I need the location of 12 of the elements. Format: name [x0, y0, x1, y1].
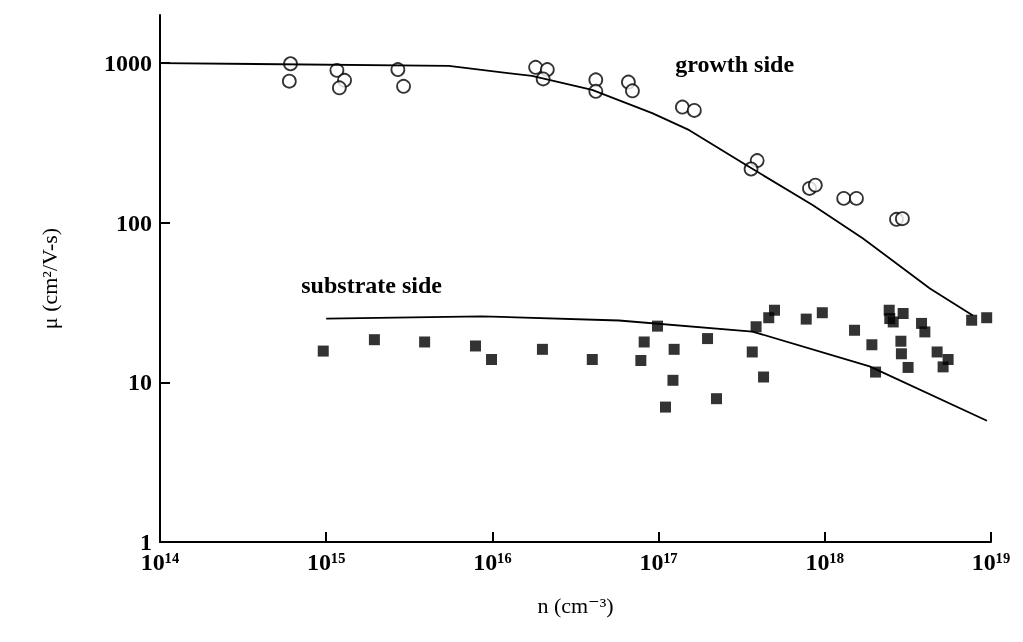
series-label: growth side	[675, 50, 795, 77]
x-tick-label: 10¹⁶	[473, 549, 512, 575]
y-tick-label: 100	[116, 209, 152, 236]
x-tick-label: 10¹⁹	[971, 549, 1011, 575]
x-tick-label: 10¹⁵	[307, 549, 346, 575]
x-axis-title: n (cm⁻³)	[537, 592, 614, 618]
x-tick-label: 10¹⁸	[805, 549, 844, 575]
x-tick-label: 10¹⁷	[639, 549, 678, 575]
y-axis-title: μ (cm²/V-s)	[36, 227, 62, 330]
y-tick-label: 1000	[104, 50, 152, 77]
y-tick-label: 10	[128, 369, 152, 396]
series-label: substrate side	[301, 272, 443, 299]
